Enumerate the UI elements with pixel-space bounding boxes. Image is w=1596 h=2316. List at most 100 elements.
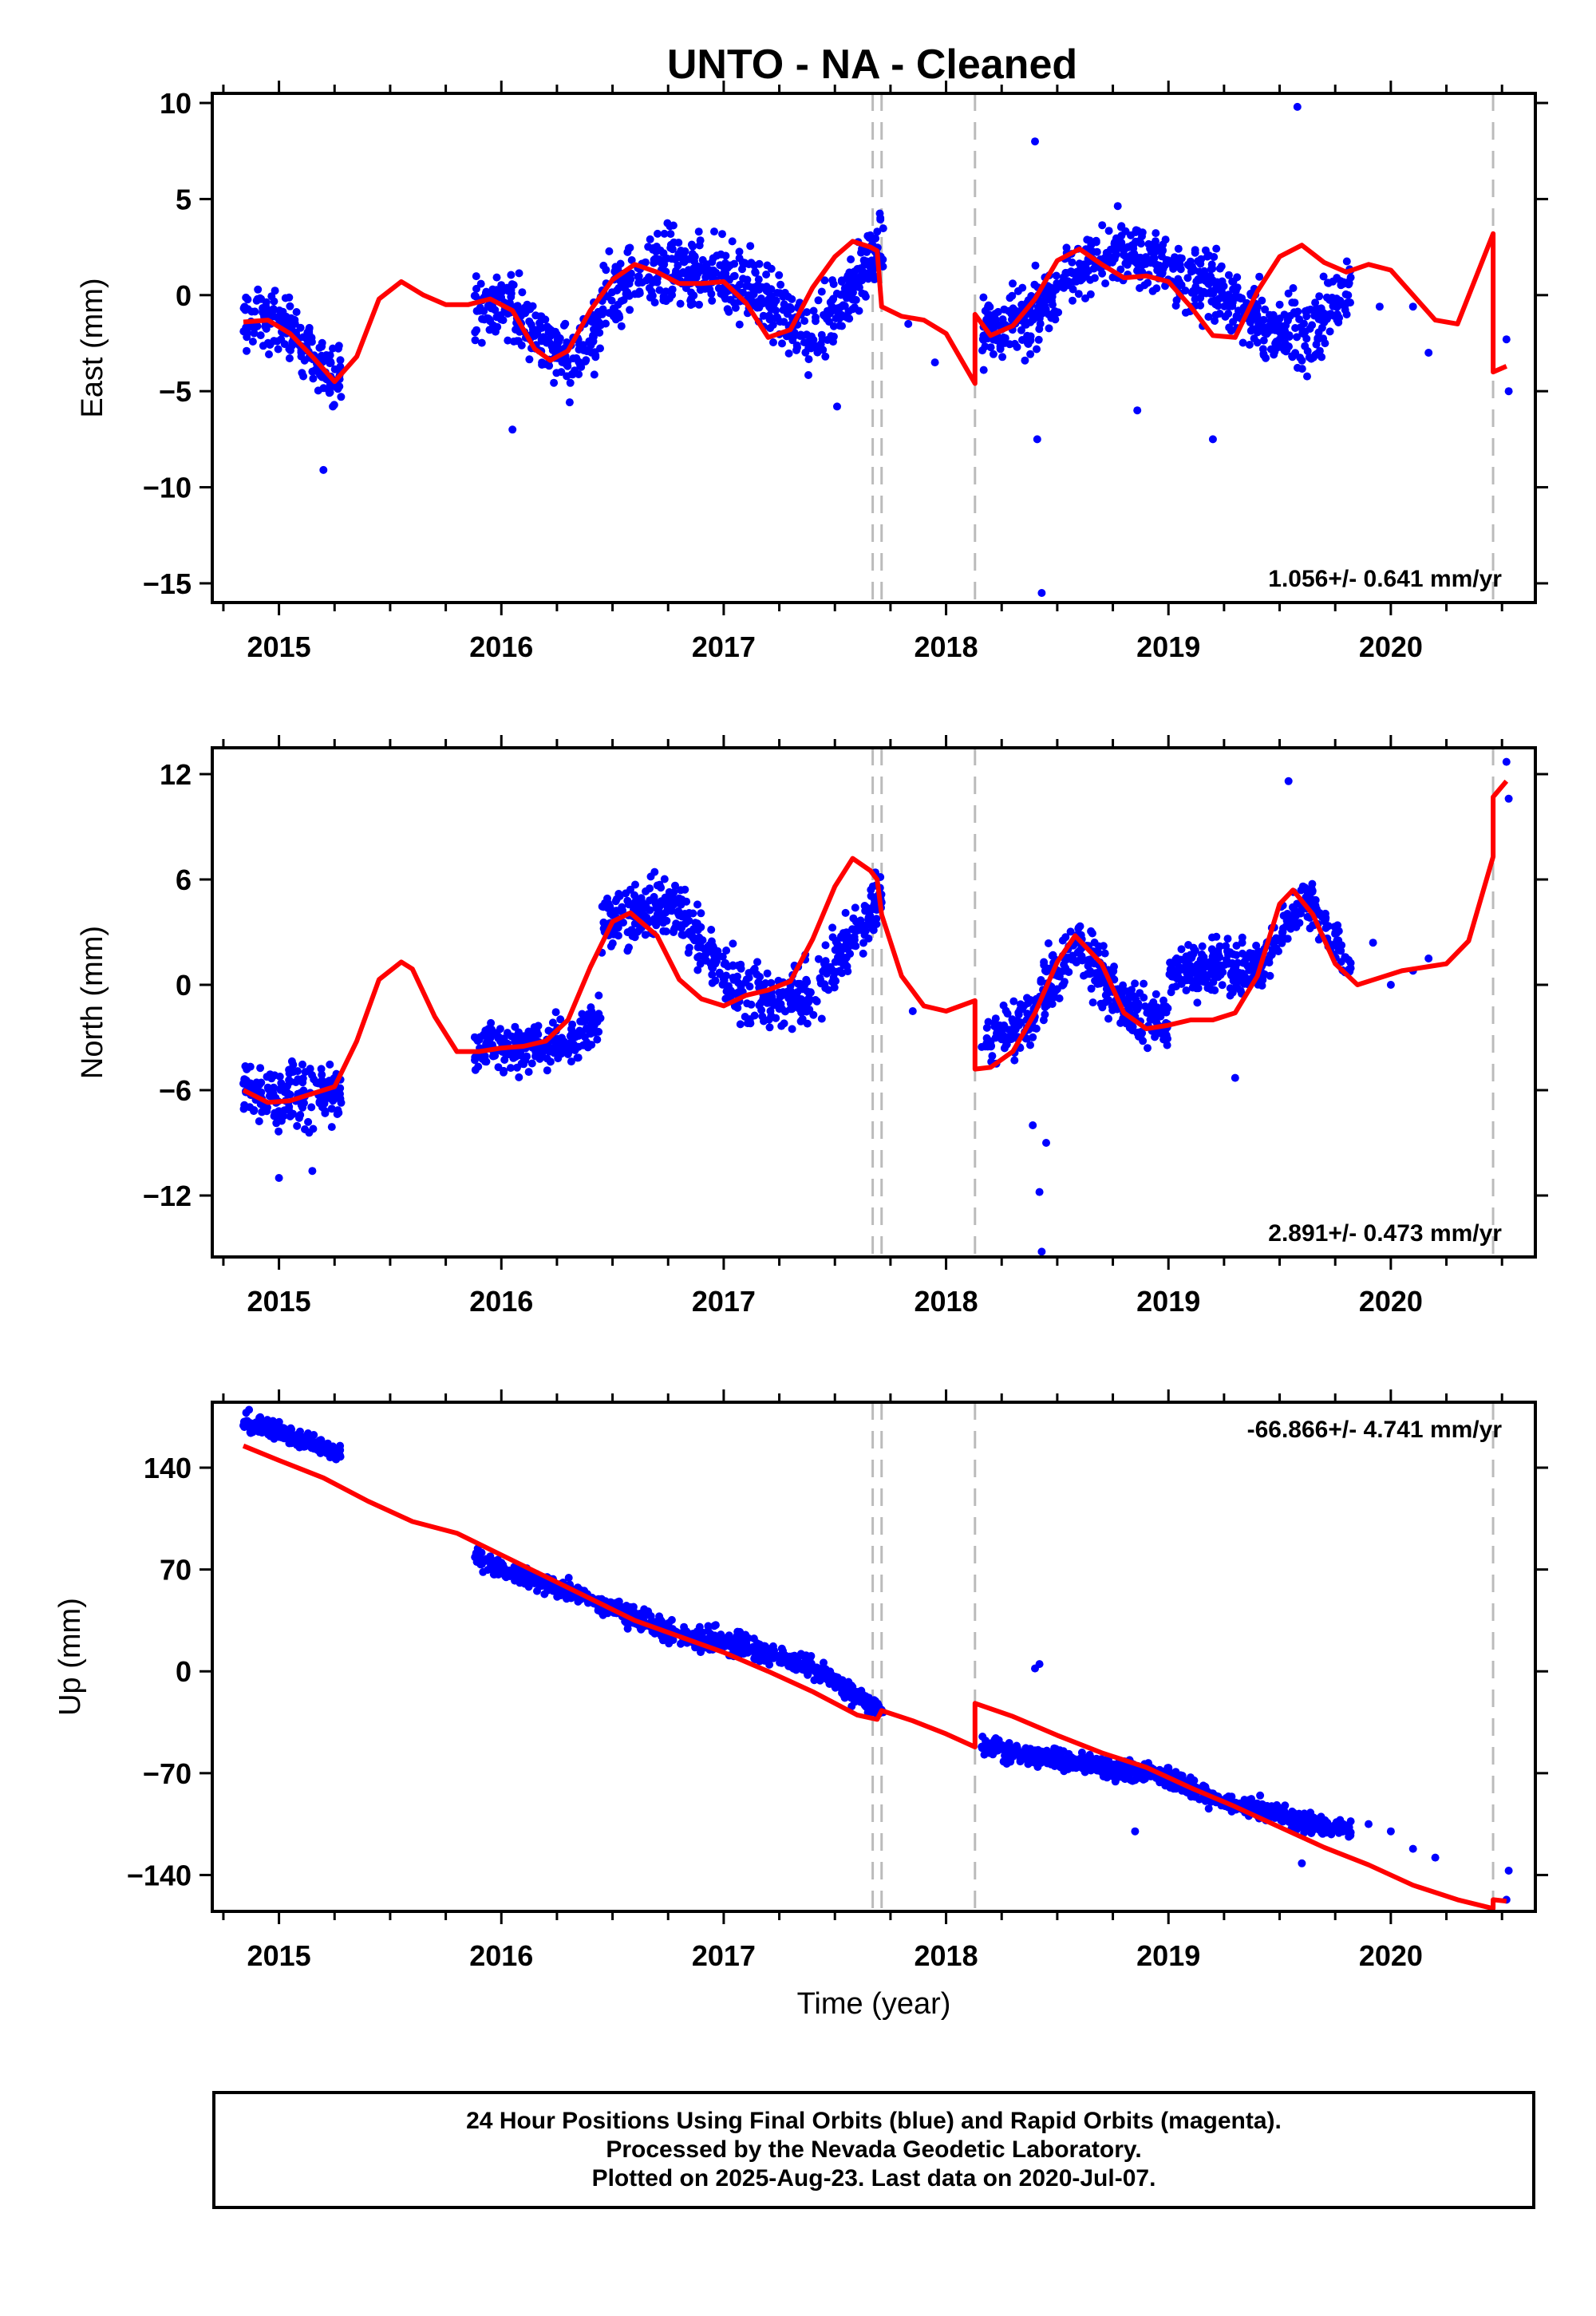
north-obs-point (334, 1106, 342, 1115)
north-obs-point (1087, 984, 1096, 993)
north-obs-point (1266, 971, 1274, 980)
east-obs-point (1188, 263, 1196, 271)
east-obs-point (1238, 338, 1247, 347)
east-obs-outlier (1133, 406, 1142, 415)
east-obs-point (617, 297, 626, 306)
east-obs-point (1008, 291, 1017, 300)
east-obs-point (266, 340, 275, 349)
north-obs-point (1198, 942, 1207, 951)
east-obs-point (330, 401, 338, 409)
north-y-tick-label: 0 (176, 969, 192, 1002)
up-obs-point (751, 1655, 760, 1664)
north-obs-outlier (308, 1167, 317, 1176)
north-obs-point (568, 1020, 577, 1029)
east-obs-point (334, 344, 342, 353)
up-obs-point (479, 1567, 488, 1576)
north-obs-point (677, 900, 685, 909)
north-obs-point (660, 875, 669, 883)
north-obs-point (611, 897, 620, 906)
east-obs-point (627, 256, 636, 264)
north-obs-point (657, 883, 666, 892)
east-obs-point (1021, 356, 1029, 365)
up-obs-point (472, 1549, 480, 1558)
east-y-tick-label: 5 (176, 183, 192, 215)
east-obs-point (329, 344, 337, 353)
east-obs-point (696, 286, 705, 294)
up-obs-point (1042, 1746, 1051, 1755)
north-obs-point (306, 1065, 314, 1073)
north-obs-point (828, 923, 837, 932)
north-obs-point (293, 1121, 302, 1130)
east-obs-point (1121, 227, 1130, 235)
east-obs-point (290, 315, 299, 324)
north-obs-point (314, 1079, 322, 1088)
east-obs-point (690, 257, 698, 266)
east-obs-point (824, 310, 832, 319)
east-obs-point (814, 296, 823, 305)
north-obs-point (239, 1105, 248, 1113)
north-obs-point (747, 1000, 756, 1009)
north-obs-point (755, 1001, 764, 1010)
east-obs-point (762, 271, 771, 279)
east-obs-point (598, 305, 607, 314)
east-obs-point (1302, 334, 1311, 343)
east-obs-point (1310, 311, 1319, 320)
east-obs-point (1009, 279, 1017, 288)
north-obs-point (1065, 968, 1073, 976)
north-obs-point (1200, 962, 1209, 971)
east-obs-point (550, 378, 559, 387)
east-obs-point (1271, 316, 1280, 325)
east-obs-point (248, 338, 257, 346)
north-obs-point (1053, 971, 1062, 980)
east-obs-point (1081, 271, 1090, 279)
up-obs-point (839, 1687, 847, 1696)
north-obs-point (1074, 923, 1083, 932)
east-obs-point (1313, 350, 1321, 358)
east-obs-point (1288, 298, 1297, 307)
north-obs-outlier (1502, 757, 1511, 766)
north-obs-point (836, 950, 845, 958)
north-obs-point (1182, 986, 1191, 994)
east-obs-point (337, 393, 346, 401)
east-obs-point (1250, 334, 1258, 343)
east-obs-point (538, 361, 547, 369)
north-obs-point (327, 1105, 336, 1113)
east-obs-point (1174, 275, 1183, 283)
up-obs-point (760, 1642, 768, 1650)
east-obs-point (1130, 249, 1139, 258)
north-obs-point (763, 969, 772, 978)
east-obs-point (1144, 279, 1152, 287)
east-obs-point (596, 344, 604, 353)
up-obs-point (314, 1442, 322, 1451)
north-obs-point (1207, 964, 1215, 973)
up-obs-point (301, 1433, 310, 1441)
east-obs-point (844, 272, 853, 280)
north-obs-point (689, 909, 697, 918)
north-obs-point (1288, 903, 1297, 911)
north-obs-point (982, 1023, 991, 1032)
north-obs-point (1286, 924, 1295, 933)
east-obs-outlier (1208, 435, 1217, 444)
east-obs-point (242, 293, 251, 302)
north-obs-point (593, 1035, 602, 1044)
north-obs-point (318, 1070, 326, 1079)
north-obs-point (275, 1073, 284, 1081)
north-obs-point (1303, 889, 1312, 898)
north-obs-point (1168, 983, 1177, 992)
north-obs-point (817, 1014, 826, 1023)
east-obs-point (991, 310, 1000, 318)
east-obs-point (299, 372, 308, 381)
east-obs-point (552, 369, 561, 377)
east-obs-point (1076, 265, 1084, 274)
east-obs-point (1326, 310, 1335, 318)
east-obs-point (504, 336, 512, 345)
north-obs-point (867, 886, 875, 894)
east-obs-point (472, 272, 480, 281)
east-obs-point (1323, 279, 1332, 287)
east-obs-point (602, 319, 610, 328)
north-obs-point (1265, 954, 1274, 963)
east-obs-point (1036, 301, 1045, 310)
up-obs-point (1002, 1760, 1011, 1768)
north-obs-point (325, 1077, 334, 1085)
